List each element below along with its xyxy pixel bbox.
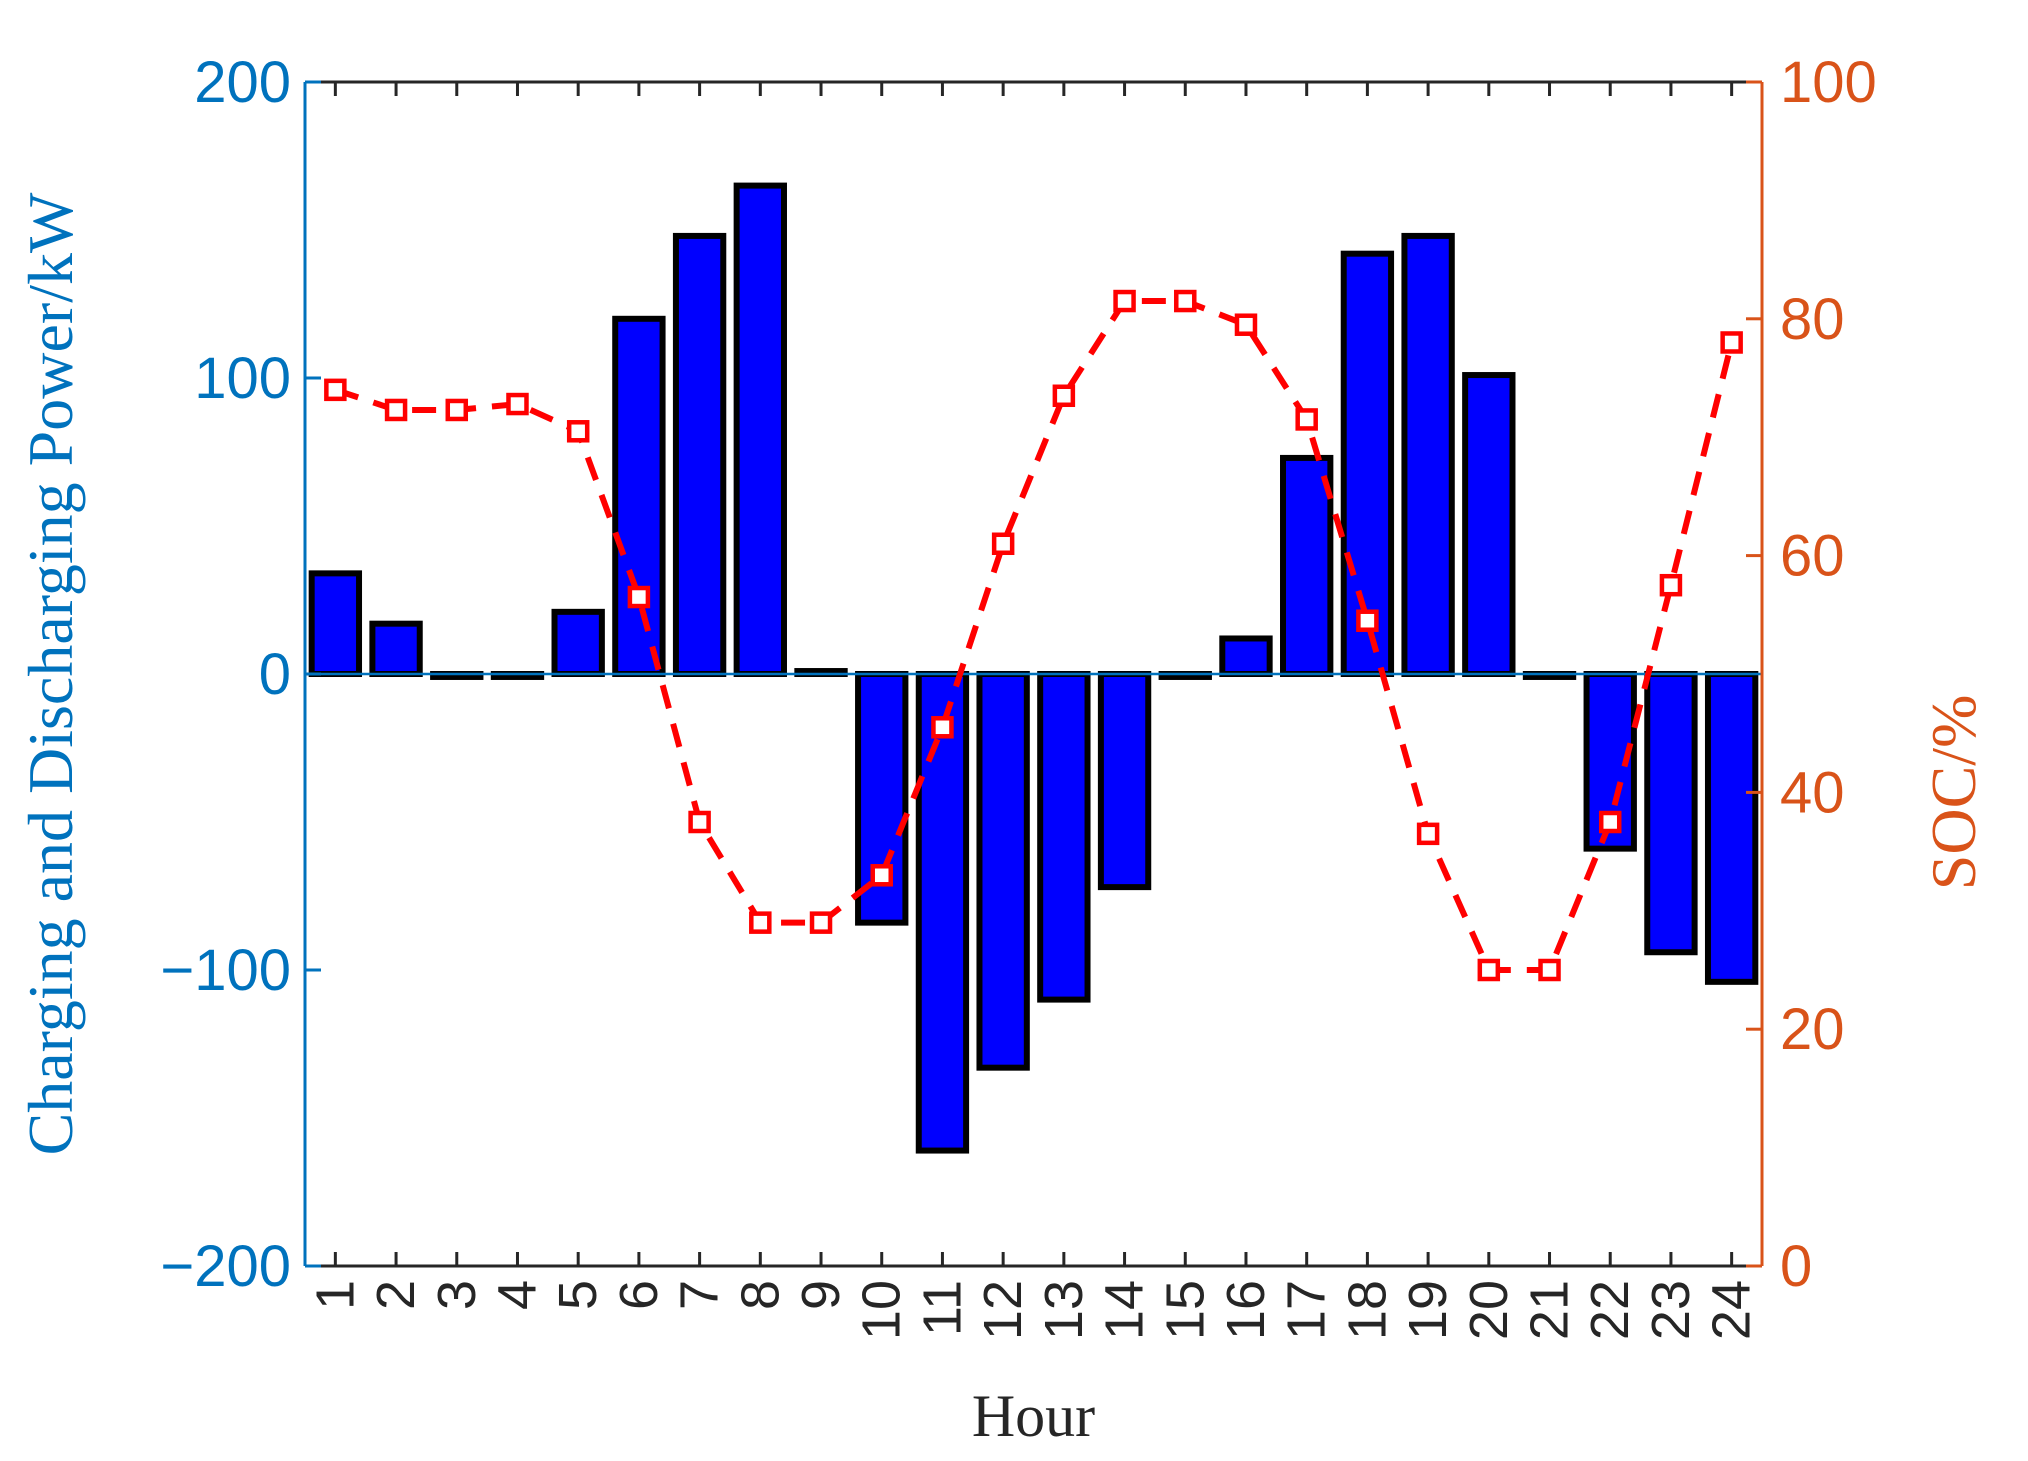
soc-marker-hour-8	[749, 911, 772, 934]
bar-hour-19	[1401, 232, 1455, 677]
soc-marker-hour-24	[1720, 331, 1743, 354]
soc-marker-hour-6	[627, 585, 651, 609]
left-tick-label: 200	[194, 50, 291, 115]
x-tick-label: 2	[366, 1280, 426, 1310]
x-axis-title: Hour	[972, 1383, 1095, 1449]
soc-marker-hour-4	[506, 392, 529, 416]
bar-hour-7	[672, 232, 727, 677]
soc-marker-hour-1	[324, 378, 347, 402]
soc-marker-hour-18	[1356, 609, 1379, 632]
x-tick-label: 22	[1580, 1280, 1640, 1340]
bar-hour-23	[1644, 671, 1698, 956]
x-tick-label: 15	[1155, 1280, 1215, 1340]
left-tick-label: 0	[259, 642, 291, 707]
soc-marker-hour-11	[931, 716, 954, 739]
x-tick-label: 10	[852, 1280, 912, 1340]
bar-hour-5	[551, 608, 605, 678]
soc-marker-hour-3	[445, 398, 469, 422]
soc-marker-hour-22	[1598, 810, 1622, 834]
x-tick-label: 17	[1277, 1280, 1337, 1340]
soc-marker-hour-13	[1052, 384, 1076, 408]
x-tick-label: 9	[791, 1280, 851, 1310]
right-tick-label: 80	[1780, 287, 1845, 352]
soc-marker-hour-10	[870, 864, 893, 887]
soc-marker-hour-16	[1234, 313, 1258, 336]
soc-marker-hour-19	[1416, 822, 1440, 846]
right-tick-label: 0	[1780, 1234, 1812, 1299]
soc-marker-hour-9	[809, 911, 833, 934]
soc-marker-hour-7	[688, 810, 711, 834]
left-tick-label: 100	[194, 346, 291, 411]
x-tick-label: 12	[973, 1280, 1033, 1340]
x-tick-label: 3	[427, 1280, 487, 1310]
x-tick-label: 7	[670, 1280, 730, 1310]
bar-hour-17	[1280, 454, 1334, 678]
x-tick-label: 16	[1216, 1280, 1276, 1340]
x-tick-label: 5	[548, 1280, 608, 1310]
soc-marker-hour-5	[566, 420, 590, 443]
soc-marker-hour-14	[1113, 289, 1136, 313]
left-tick-label: −200	[160, 1234, 291, 1299]
x-tick-label: 6	[609, 1280, 669, 1310]
bar-hour-1	[308, 570, 363, 677]
soc-marker-hour-23	[1659, 573, 1683, 597]
soc-marker-hour-2	[384, 398, 408, 422]
bar-hour-14	[1097, 671, 1152, 891]
right-tick-label: 60	[1780, 524, 1845, 589]
bar-hour-16	[1219, 635, 1273, 677]
right-tick-label: 20	[1780, 997, 1845, 1062]
soc-marker-hour-21	[1538, 958, 1561, 982]
soc-line-series	[324, 289, 1743, 982]
x-tick-label: 1	[305, 1280, 365, 1310]
x-tick-label: 20	[1459, 1280, 1519, 1340]
x-tick-label: 23	[1641, 1280, 1701, 1340]
bar-hour-24	[1704, 671, 1759, 985]
right-tick-label: 100	[1780, 50, 1877, 115]
bar-hour-13	[1037, 671, 1091, 1003]
right-tick-label: 40	[1780, 760, 1845, 825]
bar-hour-20	[1462, 372, 1516, 677]
soc-marker-hour-15	[1174, 289, 1197, 313]
x-tick-label: 24	[1702, 1280, 1762, 1340]
soc-marker-hour-17	[1295, 408, 1318, 431]
bar-hour-2	[369, 620, 423, 677]
bar-hour-6	[612, 315, 666, 677]
soc-marker-hour-20	[1477, 958, 1501, 982]
soc-marker-hour-12	[991, 532, 1015, 556]
x-tick-label: 11	[912, 1280, 972, 1336]
right-axis-title: SOC/%	[1918, 695, 1989, 891]
x-tick-label: 19	[1398, 1280, 1458, 1340]
bar-hour-8	[733, 182, 787, 677]
left-tick-label: −100	[160, 938, 291, 1003]
x-tick-label: 8	[730, 1280, 790, 1310]
bar-hour-12	[976, 671, 1030, 1071]
left-axis-title: Charging and Discharging Power/kW	[15, 192, 86, 1155]
x-tick-label: 4	[487, 1280, 547, 1310]
x-tick-label: 14	[1095, 1280, 1155, 1340]
x-tick-label: 21	[1520, 1280, 1580, 1340]
bar-hour-11	[915, 671, 970, 1154]
x-tick-label: 13	[1034, 1280, 1094, 1340]
x-tick-label: 18	[1337, 1280, 1397, 1340]
